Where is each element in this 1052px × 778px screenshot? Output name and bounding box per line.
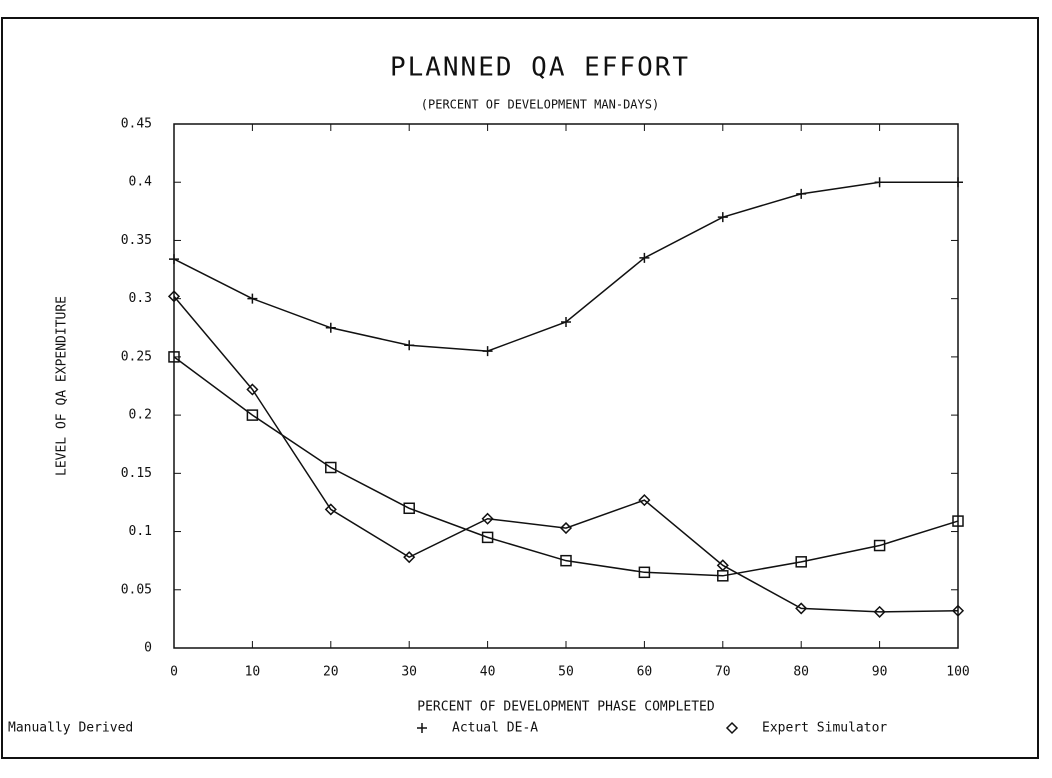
data-point (951, 604, 965, 617)
y-tick-label: 0.05 (121, 582, 152, 597)
x-axis-label: PERCENT OF DEVELOPMENT PHASE COMPLETED (417, 700, 715, 715)
data-point (952, 515, 964, 527)
x-tick-label: 40 (480, 665, 496, 680)
x-tick-label: 50 (558, 665, 574, 680)
y-tick-label: 0.15 (121, 466, 152, 481)
x-tick-label: 80 (793, 665, 809, 680)
data-point (717, 212, 728, 223)
data-point (325, 461, 337, 474)
legend-marker (417, 723, 427, 733)
series-line (173, 356, 959, 577)
plot-frame (173, 123, 959, 649)
data-point (482, 346, 493, 357)
data-point (325, 322, 336, 333)
y-tick-label: 0.4 (129, 175, 153, 190)
data-point (169, 254, 179, 265)
data-point (246, 409, 259, 421)
y-tick-label: 0 (144, 641, 152, 656)
chart-title: PLANNED QA EFFORT (390, 53, 690, 83)
data-point (481, 512, 494, 525)
data-point (795, 602, 808, 615)
y-axis-label: LEVEL OF QA EXPENDITURE (55, 296, 70, 476)
legend-label: Actual DE-A (452, 721, 538, 736)
data-point (560, 554, 572, 567)
series-line (173, 295, 959, 613)
data-point (795, 556, 807, 568)
y-tick-label: 0.2 (129, 408, 152, 423)
data-point (481, 531, 494, 544)
data-point (167, 290, 181, 303)
data-point (324, 503, 337, 516)
frame (1, 17, 1039, 759)
data-point (873, 605, 886, 618)
data-point (638, 566, 651, 579)
data-point (796, 188, 807, 199)
legend-marker (725, 721, 739, 735)
data-point (404, 340, 415, 351)
data-point (638, 494, 651, 507)
data-point (716, 559, 729, 572)
x-tick-label: 20 (323, 665, 339, 680)
y-tick-label: 0.45 (121, 117, 152, 132)
data-point (403, 502, 415, 515)
x-tick-label: 30 (401, 665, 417, 680)
chart-subtitle: (PERCENT OF DEVELOPMENT MAN-DAYS) (421, 98, 659, 112)
x-tick-label: 60 (637, 665, 653, 680)
legend-label: Manually Derived (8, 721, 133, 736)
y-tick-label: 0.25 (121, 349, 152, 364)
data-point (403, 551, 416, 564)
data-point (559, 522, 573, 535)
y-tick-label: 0.35 (121, 233, 152, 248)
data-point (953, 177, 963, 188)
x-tick-label: 10 (245, 665, 261, 680)
legend-label: Expert Simulator (762, 721, 887, 736)
x-tick-label: 90 (872, 665, 888, 680)
data-point (168, 351, 180, 363)
data-point (561, 316, 571, 327)
x-tick-label: 100 (946, 665, 969, 680)
data-point (247, 293, 258, 304)
data-point (873, 539, 886, 552)
data-point (246, 383, 259, 396)
y-tick-label: 0.3 (129, 291, 152, 306)
y-tick-label: 0.1 (129, 524, 152, 539)
x-tick-label: 70 (715, 665, 731, 680)
data-point (874, 177, 885, 188)
data-point (639, 252, 650, 263)
x-tick-label: 0 (170, 665, 178, 680)
